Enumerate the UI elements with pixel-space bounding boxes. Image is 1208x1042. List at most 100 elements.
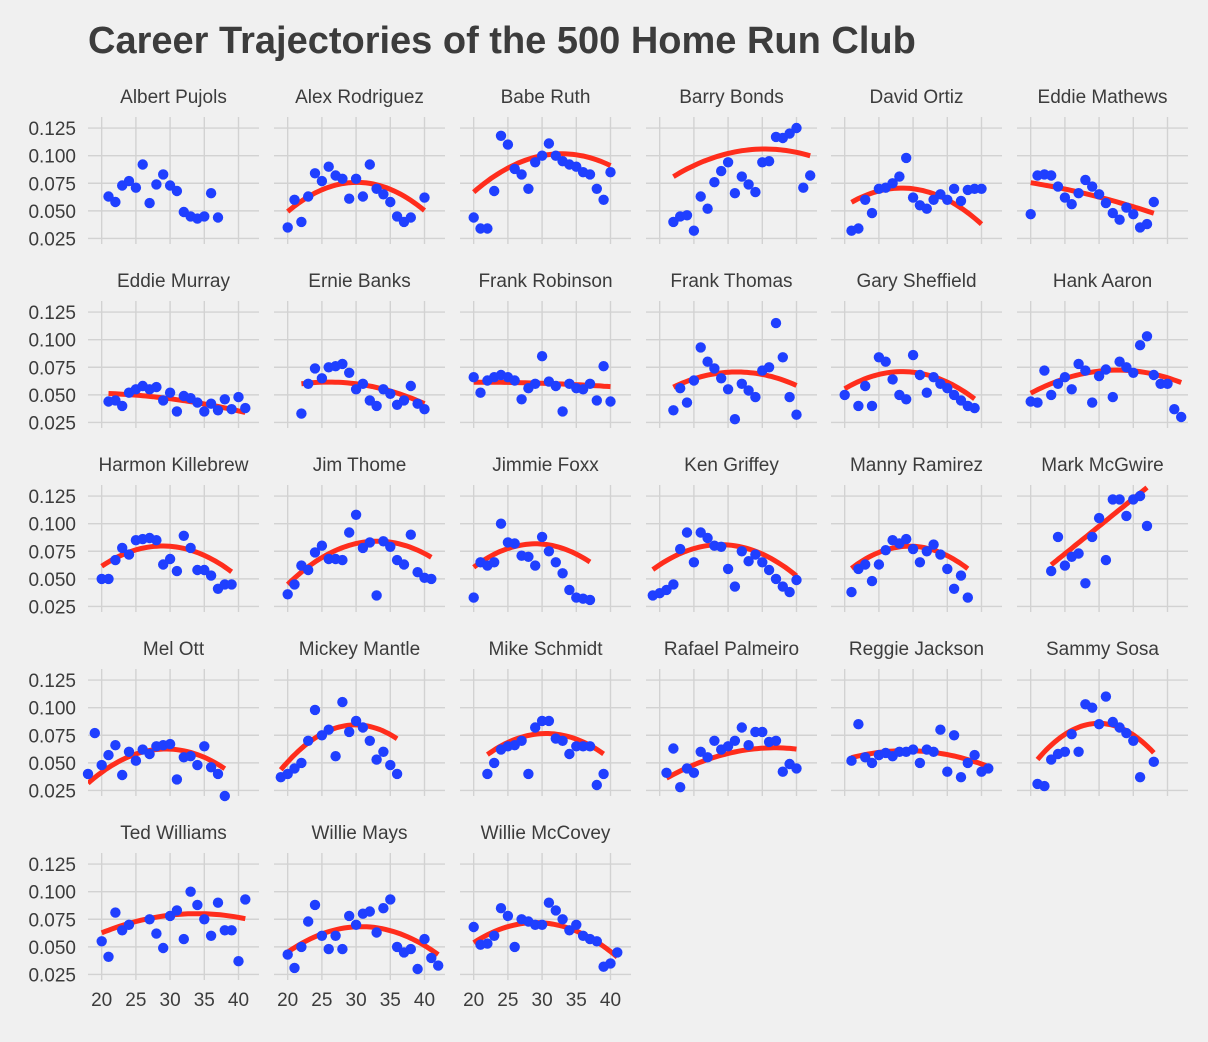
points-mel-ott <box>82 727 230 802</box>
data-point <box>405 380 416 392</box>
data-point <box>1114 214 1125 225</box>
points-harmon-killebrew <box>96 530 237 594</box>
data-point <box>1066 199 1077 210</box>
y-tick-label: 0.075 <box>28 358 76 379</box>
data-point <box>468 592 479 603</box>
data-point <box>688 225 700 236</box>
data-point <box>873 559 885 570</box>
fit-curve <box>843 369 977 401</box>
data-point <box>398 395 410 406</box>
data-point <box>736 171 747 182</box>
y-tick-label: 0.125 <box>28 303 76 324</box>
y-tick-label: 0.100 <box>28 515 76 536</box>
y-tick-label: 0.025 <box>28 229 76 250</box>
data-point <box>750 391 761 403</box>
grid-mike-schmidt <box>460 669 631 796</box>
data-point <box>1032 397 1043 408</box>
x-tick-label: 40 <box>600 990 621 1011</box>
data-point <box>357 722 369 733</box>
panel-hank-aaron: Hank Aaron <box>1017 271 1188 428</box>
data-point <box>468 921 479 933</box>
data-point <box>798 182 809 193</box>
data-point <box>983 763 994 774</box>
data-point <box>419 933 430 945</box>
data-point <box>282 222 293 233</box>
data-point <box>117 542 128 554</box>
data-point <box>530 378 541 389</box>
data-point <box>475 387 486 398</box>
data-point <box>103 573 114 585</box>
data-point <box>543 715 555 727</box>
y-tick-label: 0.050 <box>28 570 76 591</box>
strip-title: Rafael Palmeiro <box>664 639 799 660</box>
data-point <box>303 735 314 746</box>
data-point <box>1128 209 1139 220</box>
data-point <box>757 726 768 738</box>
data-point <box>144 197 155 209</box>
data-point <box>151 535 162 546</box>
data-point <box>681 210 693 221</box>
data-point <box>853 400 864 412</box>
data-point <box>1176 411 1187 423</box>
data-point <box>144 748 155 760</box>
data-point <box>1087 397 1098 408</box>
data-point <box>426 573 437 585</box>
data-point <box>350 173 362 184</box>
data-point <box>536 150 548 161</box>
strip-title: Mickey Mantle <box>299 639 420 660</box>
data-point <box>1059 192 1071 203</box>
data-point <box>784 586 795 598</box>
data-point <box>523 551 534 562</box>
data-point <box>212 212 224 223</box>
data-point <box>309 168 321 179</box>
data-point <box>205 930 217 941</box>
data-point <box>309 547 321 558</box>
panel-eddie-mathews: Eddie Mathews <box>1017 87 1188 244</box>
data-point <box>309 899 321 911</box>
panel-mickey-mantle: Mickey Mantle <box>274 639 445 796</box>
data-point <box>226 925 237 936</box>
data-point <box>791 574 802 586</box>
strip-title: Sammy Sosa <box>1046 639 1159 660</box>
data-point <box>750 186 761 198</box>
data-point <box>702 356 713 367</box>
fit-curve <box>286 924 440 957</box>
data-point <box>598 768 609 780</box>
data-point <box>709 177 720 188</box>
y-tick-label: 0.100 <box>28 699 76 720</box>
data-point <box>584 594 596 606</box>
data-point <box>171 774 183 785</box>
data-point <box>489 757 500 769</box>
data-point <box>178 933 189 945</box>
grid-jimmie-foxx <box>460 485 631 612</box>
data-point <box>426 952 437 964</box>
data-point <box>337 554 348 566</box>
data-point <box>371 400 382 412</box>
data-point <box>661 767 672 778</box>
panel-sammy-sosa: Sammy Sosa <box>1017 639 1188 796</box>
panel-ted-williams: Ted Williams 0.025 0.050 0.075 0.100 0.125 20 2… <box>28 823 259 1011</box>
data-point <box>976 183 987 194</box>
x-tick-label: 30 <box>346 990 367 1011</box>
data-point <box>1128 367 1139 378</box>
data-point <box>185 886 196 897</box>
data-point <box>914 557 926 568</box>
data-point <box>770 317 782 329</box>
data-point <box>675 782 686 793</box>
data-point <box>192 759 203 771</box>
data-point <box>282 589 293 600</box>
data-point <box>880 545 891 556</box>
panel-frank-thomas: Frank Thomas <box>646 271 817 428</box>
data-point <box>709 735 720 746</box>
data-point <box>591 936 602 947</box>
data-point <box>130 755 142 766</box>
data-point <box>612 947 623 958</box>
data-point <box>357 378 369 389</box>
x-tick-label: 20 <box>277 990 298 1011</box>
data-point <box>1059 746 1071 757</box>
data-point <box>103 951 114 962</box>
data-point <box>557 406 568 417</box>
data-point <box>110 740 121 751</box>
points-sammy-sosa <box>1032 691 1160 792</box>
data-point <box>151 928 162 939</box>
